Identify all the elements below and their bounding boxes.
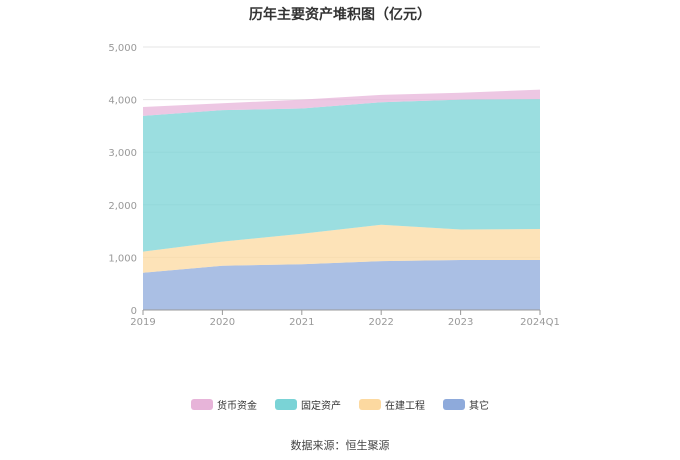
chart-title: 历年主要资产堆积图（亿元） [249, 7, 431, 23]
legend-swatch [443, 399, 465, 410]
area-series-0 [143, 260, 540, 310]
y-tick-label: 0 [131, 306, 137, 317]
legend-label: 其它 [469, 401, 489, 412]
legend-swatch [191, 399, 213, 410]
x-tick-label: 2021 [289, 317, 314, 328]
legend-label: 货币资金 [217, 401, 257, 412]
x-tick-label: 2019 [130, 317, 155, 328]
legend-swatch [275, 399, 297, 410]
y-tick-label: 1,000 [108, 253, 137, 264]
legend-item[interactable]: 固定资产 [275, 397, 341, 412]
area-series-2 [143, 99, 540, 252]
legend-label: 固定资产 [301, 401, 341, 412]
x-tick-label: 2020 [210, 317, 235, 328]
legend-label: 在建工程 [385, 401, 425, 412]
y-tick-label: 5,000 [108, 43, 137, 54]
y-tick-label: 2,000 [108, 201, 137, 212]
x-tick-label: 2022 [368, 317, 393, 328]
legend-item[interactable]: 在建工程 [359, 397, 425, 412]
area-series-3 [143, 89, 540, 116]
area-series-1 [143, 224, 540, 273]
x-tick-label: 2023 [448, 317, 473, 328]
legend-swatch [359, 399, 381, 410]
x-tick-label: 2024Q1 [520, 317, 560, 328]
source-note: 数据来源：恒生聚源 [290, 439, 390, 452]
legend-item[interactable]: 其它 [443, 397, 489, 412]
legend: 货币资金 固定资产 在建工程 其它 [0, 397, 680, 412]
y-tick-label: 4,000 [108, 96, 137, 107]
area-series [143, 89, 540, 310]
axes: 0 1,000 2,000 3,000 4,000 5,000 2019 2020 2021 20… [108, 43, 559, 328]
legend-item[interactable]: 货币资金 [191, 397, 257, 412]
y-tick-label: 3,000 [108, 148, 137, 159]
